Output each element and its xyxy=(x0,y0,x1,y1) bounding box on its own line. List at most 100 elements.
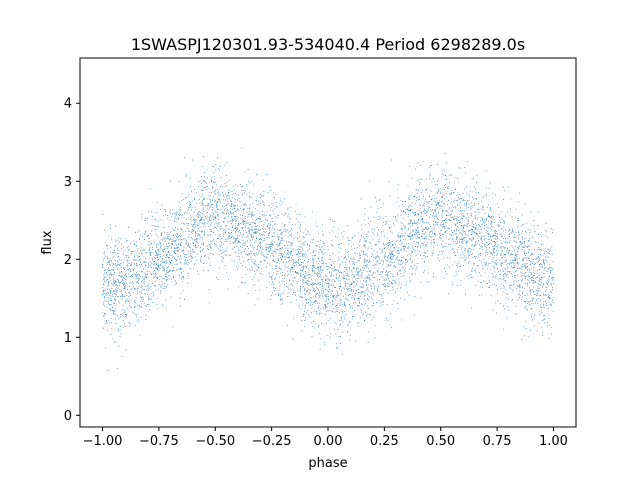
data-point xyxy=(108,283,110,285)
data-point xyxy=(354,340,356,342)
data-point xyxy=(249,206,251,208)
data-point xyxy=(492,252,494,254)
data-point xyxy=(434,209,436,211)
data-point xyxy=(385,279,387,281)
data-point xyxy=(433,238,434,240)
data-point xyxy=(116,278,118,280)
data-point xyxy=(373,316,374,318)
data-point xyxy=(463,230,465,232)
data-point xyxy=(421,230,423,232)
data-point xyxy=(313,272,315,274)
data-point xyxy=(506,305,508,307)
data-point xyxy=(289,230,291,231)
data-point xyxy=(179,258,181,260)
data-point xyxy=(114,245,116,246)
data-point xyxy=(334,295,336,296)
data-point xyxy=(214,242,216,244)
data-point xyxy=(506,274,507,276)
data-point xyxy=(363,262,365,264)
data-point xyxy=(289,221,291,223)
data-point xyxy=(269,232,271,234)
data-point xyxy=(549,250,551,252)
data-point xyxy=(220,256,222,257)
data-point xyxy=(490,260,492,262)
data-point xyxy=(352,302,354,304)
data-point xyxy=(108,267,109,269)
data-point xyxy=(287,232,289,234)
data-point xyxy=(204,187,206,188)
data-point xyxy=(381,276,383,277)
data-point xyxy=(374,229,376,231)
data-point xyxy=(175,258,177,260)
data-point xyxy=(207,205,209,207)
data-point xyxy=(473,226,475,228)
data-point xyxy=(422,211,424,213)
data-point xyxy=(287,287,289,289)
data-point xyxy=(285,228,287,230)
data-point xyxy=(182,271,184,273)
data-point xyxy=(552,232,553,234)
data-point xyxy=(503,305,505,307)
data-point xyxy=(231,248,233,250)
data-point xyxy=(144,281,146,283)
data-point xyxy=(121,292,122,294)
data-point xyxy=(227,192,229,194)
data-point xyxy=(388,283,390,285)
data-point xyxy=(359,317,361,319)
data-point xyxy=(240,232,242,234)
data-point xyxy=(196,202,197,204)
data-point xyxy=(245,194,247,196)
data-point xyxy=(245,221,247,223)
data-point xyxy=(528,271,530,273)
data-point xyxy=(480,216,482,218)
data-point xyxy=(542,249,544,251)
data-point xyxy=(246,222,248,224)
data-point xyxy=(193,224,195,225)
data-point xyxy=(154,229,156,231)
data-point xyxy=(308,280,310,282)
data-point xyxy=(252,245,254,247)
data-point xyxy=(334,221,335,222)
data-point xyxy=(364,244,366,246)
data-point xyxy=(512,254,513,255)
data-point xyxy=(141,298,143,300)
data-point xyxy=(524,263,526,265)
data-point xyxy=(544,300,546,302)
data-point xyxy=(340,317,342,318)
data-point xyxy=(133,301,135,303)
data-point xyxy=(540,279,542,281)
data-point xyxy=(324,280,326,282)
data-point xyxy=(345,283,347,285)
data-point xyxy=(433,195,435,197)
data-point xyxy=(418,237,420,239)
data-point xyxy=(410,235,412,237)
data-point xyxy=(377,261,379,262)
data-point xyxy=(209,244,211,246)
data-point xyxy=(292,292,294,293)
data-point xyxy=(345,288,347,290)
data-point xyxy=(487,264,489,266)
data-point xyxy=(297,266,299,268)
data-point xyxy=(546,231,547,233)
data-point xyxy=(481,235,483,237)
data-point xyxy=(460,248,462,250)
data-point xyxy=(488,235,490,237)
data-point xyxy=(165,273,166,275)
data-point xyxy=(281,237,283,239)
data-point xyxy=(136,244,137,246)
data-point xyxy=(169,209,171,211)
data-point xyxy=(353,291,355,293)
data-point xyxy=(207,234,209,236)
data-point xyxy=(248,238,250,240)
data-point xyxy=(469,213,471,215)
data-point xyxy=(141,265,143,267)
data-point xyxy=(156,303,158,305)
data-point xyxy=(209,265,211,267)
data-point xyxy=(331,311,333,313)
data-point xyxy=(451,190,453,192)
data-point xyxy=(131,251,133,253)
data-point xyxy=(216,202,218,204)
data-point xyxy=(177,233,179,235)
data-point xyxy=(222,252,224,254)
data-point xyxy=(449,206,450,208)
